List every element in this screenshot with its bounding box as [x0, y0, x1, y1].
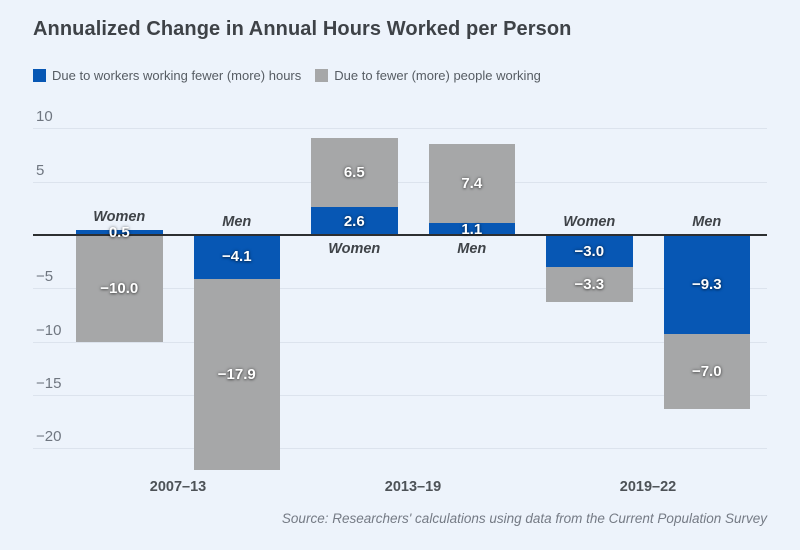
people-segment: [311, 137, 398, 208]
segment-value-label: −4.1: [221, 248, 252, 266]
gender-label: Women: [93, 208, 146, 225]
y-tick-label: −20: [36, 428, 62, 446]
zero-axis-line: [33, 234, 767, 236]
segment-value-label: 2.6: [343, 212, 365, 230]
hours-segment: [76, 229, 163, 235]
segment-value-label: 0.5: [108, 223, 130, 241]
y-tick-label: −10: [36, 321, 62, 339]
x-category-label: 2007–13: [149, 479, 207, 495]
legend: Due to workers working fewer (more) hour…: [33, 68, 541, 83]
segment-value-label: 1.1: [461, 220, 483, 238]
people-segment: [663, 334, 750, 409]
gender-label: Women: [328, 241, 381, 257]
segment-value-label: 7.4: [461, 175, 483, 193]
gender-label: Women: [563, 214, 616, 230]
source-note: Source: Researchers' calculations using …: [281, 511, 767, 526]
x-category-label: 2019–22: [619, 479, 677, 495]
hours-segment: [546, 235, 633, 267]
x-category-label: 2013–19: [384, 479, 442, 495]
gridline: [33, 181, 767, 183]
legend-item-hours: Due to workers working fewer (more) hour…: [33, 68, 301, 83]
hours-segment: [193, 235, 280, 279]
gridline: [33, 288, 767, 290]
bar-women-3: −3.0 −3.3 Women: [546, 0, 633, 550]
people-segment: [193, 278, 280, 470]
gridline: [33, 395, 767, 397]
gender-label: Men: [457, 241, 487, 257]
segment-value-label: 6.5: [343, 164, 365, 182]
bar-men-3: −9.3 −7.0 Men: [663, 0, 750, 550]
chart-title: Annualized Change in Annual Hours Worked…: [33, 18, 572, 40]
gender-label: Men: [692, 214, 722, 230]
people-series-swatch-icon: [315, 69, 329, 82]
legend-label-people: Due to fewer (more) people working: [334, 68, 541, 83]
bar-men-1: −4.1 −17.9 Men: [193, 0, 280, 550]
segment-value-label: −3.3: [574, 276, 605, 294]
segment-value-label: −10.0: [100, 279, 139, 297]
gridline: [33, 128, 767, 130]
people-segment: [76, 235, 163, 342]
people-segment: [428, 144, 515, 224]
y-tick-label: −5: [36, 268, 54, 286]
legend-item-people: Due to fewer (more) people working: [315, 68, 541, 83]
y-tick-label: 10: [36, 108, 53, 126]
bar-women-1: 0.5 −10.0 Women: [76, 0, 163, 550]
hours-segment: [428, 223, 515, 235]
segment-value-label: −3.0: [574, 242, 605, 260]
bar-men-2: 1.1 7.4 Men: [428, 0, 515, 550]
segment-value-label: −9.3: [691, 276, 722, 294]
gridline: [33, 448, 767, 450]
hours-series-swatch-icon: [33, 69, 46, 82]
hours-segment: [663, 235, 750, 335]
y-tick-label: −15: [36, 375, 62, 393]
bar-women-2: 2.6 6.5 Women: [311, 0, 398, 550]
legend-label-hours: Due to workers working fewer (more) hour…: [52, 68, 302, 83]
segment-value-label: −17.9: [217, 365, 256, 383]
gender-label: Men: [222, 214, 252, 230]
segment-value-label: −7.0: [691, 363, 722, 381]
y-tick-label: 5: [36, 161, 45, 179]
hours-segment: [311, 207, 398, 235]
gridline: [33, 341, 767, 343]
people-segment: [546, 267, 633, 303]
